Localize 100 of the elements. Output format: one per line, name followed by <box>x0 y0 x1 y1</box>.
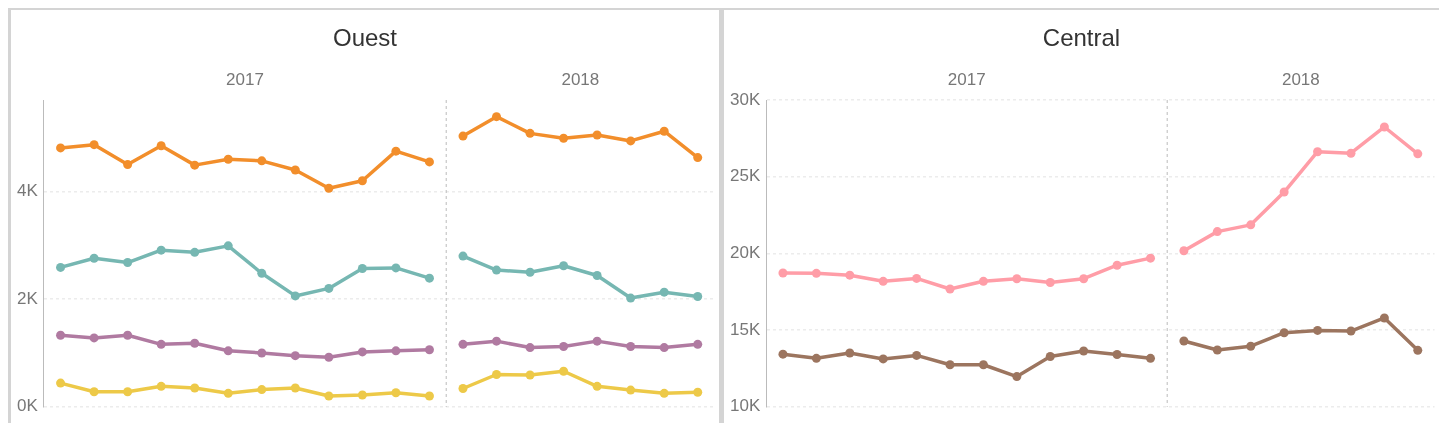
point <box>424 273 434 283</box>
point <box>123 387 133 397</box>
point <box>878 276 888 286</box>
point <box>391 388 401 398</box>
point <box>1079 274 1089 284</box>
point <box>693 153 703 163</box>
point <box>424 345 434 355</box>
point <box>693 339 703 349</box>
point <box>1212 345 1222 355</box>
point <box>1279 328 1289 338</box>
point <box>424 157 434 167</box>
text: 2017 <box>947 69 986 89</box>
point <box>811 353 821 363</box>
point <box>190 247 200 257</box>
chart-title: Ouest <box>332 23 398 53</box>
point <box>324 183 334 193</box>
point <box>324 283 334 293</box>
point <box>945 360 955 370</box>
point <box>190 338 200 348</box>
point <box>626 385 636 395</box>
point <box>1279 187 1289 197</box>
point <box>626 136 636 146</box>
point <box>912 273 922 283</box>
point <box>257 385 267 395</box>
point <box>324 352 334 362</box>
point <box>1313 147 1323 157</box>
point <box>626 342 636 352</box>
point <box>357 263 367 273</box>
point <box>156 141 166 151</box>
point <box>458 384 468 393</box>
point <box>1112 349 1122 359</box>
point <box>1346 326 1356 336</box>
point <box>659 343 669 353</box>
point <box>1179 246 1189 256</box>
point <box>458 131 468 141</box>
point <box>1246 220 1256 230</box>
y-tick-label: 15K <box>730 319 761 339</box>
point <box>1413 149 1423 159</box>
point <box>89 387 99 397</box>
point <box>492 370 502 380</box>
point <box>357 390 367 400</box>
point <box>945 284 955 294</box>
point <box>525 267 535 277</box>
point <box>357 176 367 186</box>
point <box>290 165 300 175</box>
point <box>811 268 821 278</box>
point <box>123 330 133 340</box>
point <box>156 339 166 349</box>
point <box>56 378 66 388</box>
point <box>424 391 434 401</box>
point <box>1313 325 1323 335</box>
point <box>592 381 602 391</box>
point <box>845 348 855 358</box>
point <box>1212 227 1222 237</box>
point <box>56 330 66 340</box>
point <box>223 388 233 398</box>
point <box>257 348 267 358</box>
point <box>1413 345 1423 355</box>
point <box>659 388 669 398</box>
point <box>391 263 401 273</box>
point <box>156 245 166 255</box>
point <box>492 265 502 275</box>
point <box>978 276 988 286</box>
point <box>190 383 200 393</box>
point <box>845 270 855 280</box>
point <box>89 333 99 343</box>
point <box>290 351 300 361</box>
point <box>257 268 267 278</box>
point <box>492 112 502 122</box>
point <box>391 346 401 356</box>
point <box>978 360 988 370</box>
point <box>878 354 888 364</box>
point <box>525 370 535 380</box>
point <box>290 291 300 301</box>
point <box>223 241 233 251</box>
point <box>1012 274 1022 284</box>
point <box>559 261 569 271</box>
point <box>89 140 99 150</box>
point <box>223 346 233 356</box>
point <box>912 350 922 360</box>
text: 2017 <box>226 69 264 89</box>
chart-title: Central <box>1041 23 1122 53</box>
point <box>659 126 669 136</box>
point <box>123 258 133 268</box>
y-tick-label: 2K <box>17 288 39 308</box>
y-tick-label: 30K <box>730 89 761 109</box>
point <box>56 143 66 153</box>
point <box>190 160 200 170</box>
point <box>357 347 367 357</box>
point <box>1179 336 1189 346</box>
point <box>659 287 669 297</box>
point <box>1012 372 1022 382</box>
point <box>778 349 788 359</box>
point <box>492 336 502 346</box>
point <box>559 133 569 143</box>
point <box>223 154 233 164</box>
point <box>257 156 267 166</box>
point <box>592 336 602 346</box>
point <box>693 291 703 301</box>
point <box>1346 148 1356 158</box>
